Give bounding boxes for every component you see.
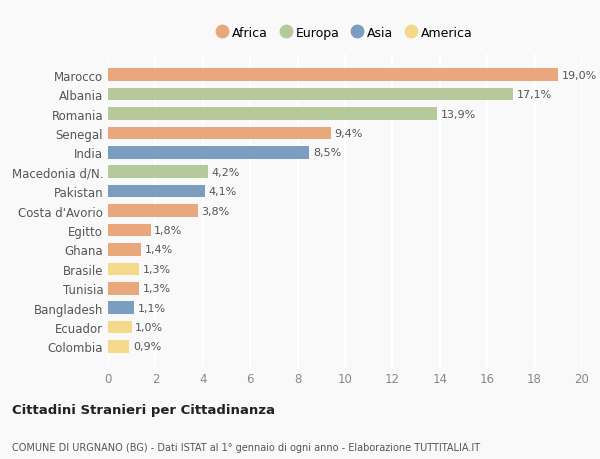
Bar <box>108 341 130 353</box>
Bar <box>108 302 134 314</box>
Bar <box>108 108 437 121</box>
Text: 0,9%: 0,9% <box>133 342 161 352</box>
Text: 4,2%: 4,2% <box>211 168 239 177</box>
Bar <box>108 147 310 159</box>
Text: 4,1%: 4,1% <box>209 187 237 197</box>
Text: Cittadini Stranieri per Cittadinanza: Cittadini Stranieri per Cittadinanza <box>12 403 275 416</box>
Bar <box>108 282 139 295</box>
Text: 13,9%: 13,9% <box>441 109 476 119</box>
Text: 8,5%: 8,5% <box>313 148 341 158</box>
Bar <box>108 127 331 140</box>
Bar <box>108 69 559 82</box>
Bar <box>108 185 205 198</box>
Text: 9,4%: 9,4% <box>334 129 363 139</box>
Bar <box>108 166 208 179</box>
Text: 19,0%: 19,0% <box>562 71 597 80</box>
Bar <box>108 321 132 334</box>
Bar <box>108 89 513 101</box>
Text: 17,1%: 17,1% <box>517 90 552 100</box>
Bar <box>108 263 139 275</box>
Text: 3,8%: 3,8% <box>202 206 230 216</box>
Bar <box>108 224 151 237</box>
Text: COMUNE DI URGNANO (BG) - Dati ISTAT al 1° gennaio di ogni anno - Elaborazione TU: COMUNE DI URGNANO (BG) - Dati ISTAT al 1… <box>12 442 480 452</box>
Text: 1,3%: 1,3% <box>142 284 170 294</box>
Text: 1,1%: 1,1% <box>137 303 166 313</box>
Text: 1,4%: 1,4% <box>145 245 173 255</box>
Bar <box>108 244 141 256</box>
Text: 1,3%: 1,3% <box>142 264 170 274</box>
Text: 1,0%: 1,0% <box>135 322 163 332</box>
Text: 1,8%: 1,8% <box>154 225 182 235</box>
Bar <box>108 205 198 218</box>
Legend: Africa, Europa, Asia, America: Africa, Europa, Asia, America <box>217 27 473 40</box>
